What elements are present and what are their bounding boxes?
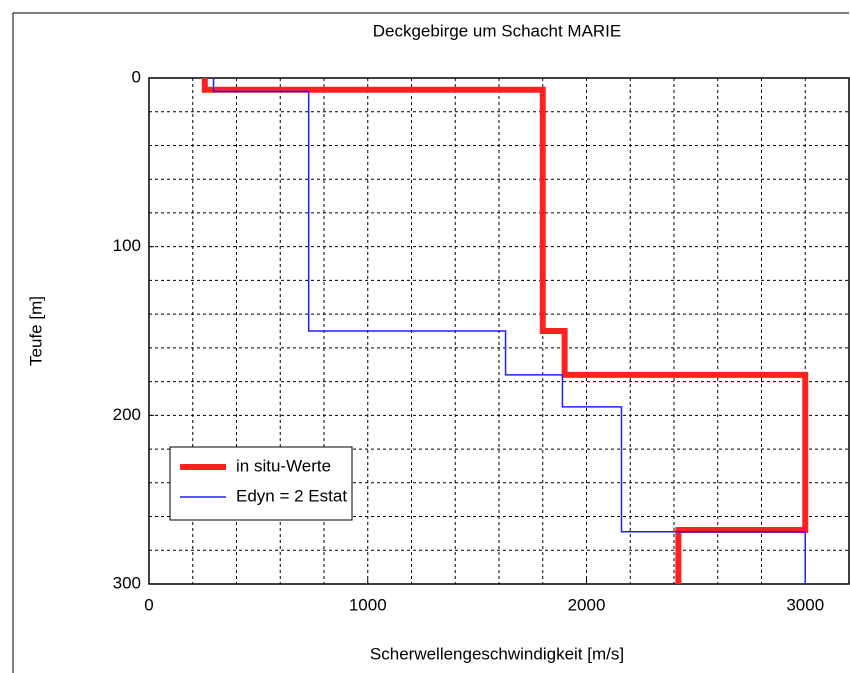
x-axis-label: Scherwellengeschwindigkeit [m/s] <box>370 644 624 663</box>
legend-label: in situ-Werte <box>236 456 331 475</box>
line-series <box>212 78 806 584</box>
x-tick-label: 1000 <box>349 595 387 614</box>
y-tick-label: 0 <box>132 67 141 86</box>
y-tick-label: 200 <box>113 405 141 424</box>
y-tick-label: 300 <box>113 573 141 592</box>
plot-border <box>148 77 850 585</box>
y-tick-label: 100 <box>113 236 141 255</box>
y-axis-label: Teufe [m] <box>26 296 45 366</box>
chart-title: Deckgebirge um Schacht MARIE <box>373 21 622 40</box>
legend <box>169 446 353 521</box>
x-tick-label: 2000 <box>568 595 606 614</box>
legend-label: Edyn = 2 Estat <box>236 486 347 505</box>
x-tick-label: 0 <box>144 595 153 614</box>
line-series <box>201 78 809 584</box>
x-tick-label: 3000 <box>786 595 824 614</box>
